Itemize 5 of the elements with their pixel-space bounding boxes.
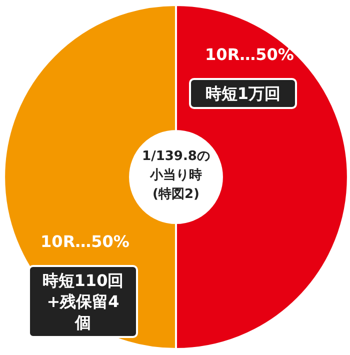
text: 1/139.8の小当り時(特図2) bbox=[142, 148, 210, 204]
data-label: 10R…50% bbox=[204, 45, 295, 64]
slice-label: 時短1万回 bbox=[189, 78, 297, 109]
slice-label: 時短110回+残保留4個 bbox=[28, 265, 138, 338]
data-label: 10R…50% bbox=[40, 232, 130, 251]
